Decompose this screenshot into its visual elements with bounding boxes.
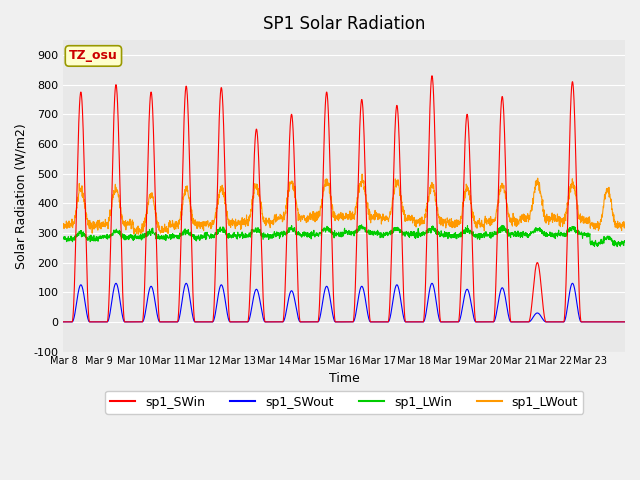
Title: SP1 Solar Radiation: SP1 Solar Radiation: [263, 15, 426, 33]
Legend: sp1_SWin, sp1_SWout, sp1_LWin, sp1_LWout: sp1_SWin, sp1_SWout, sp1_LWin, sp1_LWout: [106, 391, 583, 414]
Y-axis label: Solar Radiation (W/m2): Solar Radiation (W/m2): [15, 123, 28, 269]
Text: TZ_osu: TZ_osu: [69, 49, 118, 62]
X-axis label: Time: Time: [329, 372, 360, 385]
